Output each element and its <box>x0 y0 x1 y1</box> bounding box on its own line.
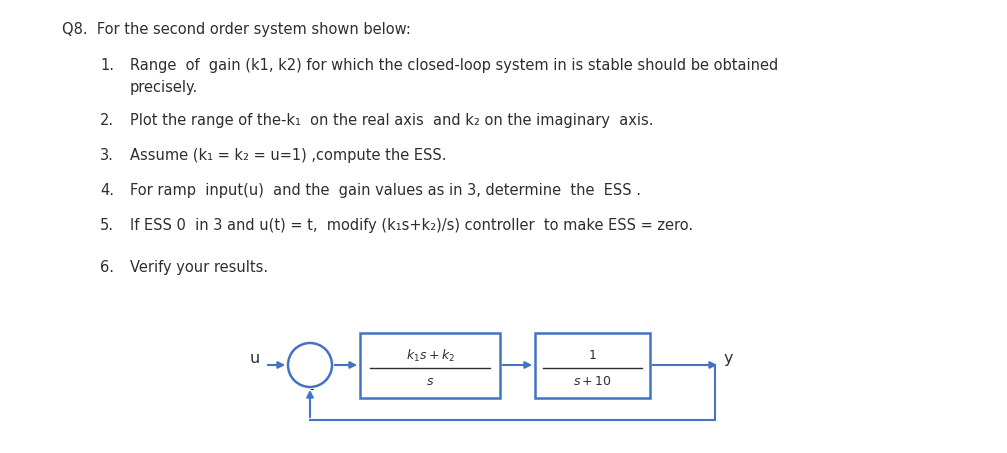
Text: If ESS ⁠0  in 3 and u(t) = t,  modify (k₁s+k₂)/s) controller  to make ESS = zero: If ESS ⁠0 in 3 and u(t) = t, modify (k₁s… <box>130 218 693 233</box>
Text: 4.: 4. <box>100 183 114 198</box>
Text: $s$: $s$ <box>426 375 434 388</box>
Text: u: u <box>250 351 260 366</box>
Text: For ramp  input(u)  and the  gain values as in 3, determine  the  ESS .: For ramp input(u) and the gain values as… <box>130 183 641 198</box>
Text: Verify your results.: Verify your results. <box>130 260 268 275</box>
Text: 1.: 1. <box>100 58 114 73</box>
Bar <box>535 333 650 398</box>
Text: 6.: 6. <box>100 260 114 275</box>
Text: Assume (k₁ = k₂ = u=1) ,compute the ESS.: Assume (k₁ = k₂ = u=1) ,compute the ESS. <box>130 148 446 163</box>
Text: $k_1s + k_2$: $k_1s + k_2$ <box>406 347 454 364</box>
Text: 3.: 3. <box>100 148 114 163</box>
Text: Plot the range of the-k₁  on the real axis  and k₂ on the imaginary  axis.: Plot the range of the-k₁ on the real axi… <box>130 113 654 128</box>
Text: Q8.  For the second order system shown below:: Q8. For the second order system shown be… <box>62 22 411 37</box>
Text: y: y <box>724 351 733 366</box>
Text: 5.: 5. <box>100 218 114 233</box>
Text: precisely.: precisely. <box>130 80 198 95</box>
Text: 2.: 2. <box>100 113 114 128</box>
Text: -: - <box>310 383 314 396</box>
Text: $s+10$: $s+10$ <box>573 375 612 388</box>
Text: $1$: $1$ <box>588 349 597 362</box>
Text: Range  of  gain (k1, k2) for which the closed-loop system in is stable should be: Range of gain (k1, k2) for which the clo… <box>130 58 778 73</box>
Bar <box>359 333 500 398</box>
